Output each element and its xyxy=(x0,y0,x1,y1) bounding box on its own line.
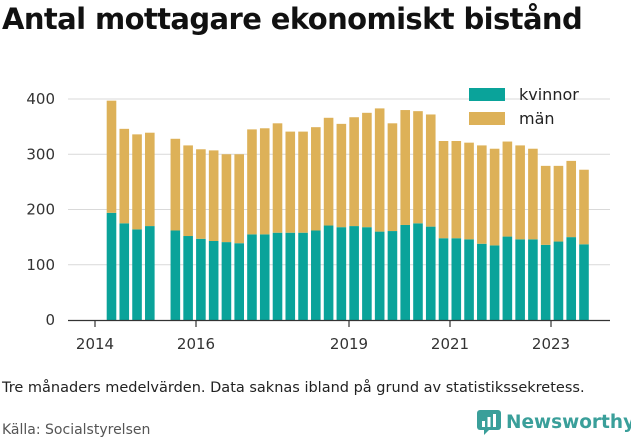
bar-man xyxy=(196,149,206,239)
bar-man xyxy=(489,148,500,246)
bar-man xyxy=(387,123,398,232)
bar-kvinnor xyxy=(387,231,398,320)
x-axis: 2014 2016 2019 2021 2023 xyxy=(68,319,610,353)
bar-kvinnor xyxy=(247,234,257,320)
bar-man xyxy=(477,145,487,244)
stacked-bar-chart: 0 100 200 300 400 2014 2016 2019 2021 2023 kvinn… xyxy=(26,85,610,353)
bar-kvinnor xyxy=(502,236,513,320)
bar-kvinnor xyxy=(119,223,130,320)
bar-man xyxy=(425,114,436,227)
bar-kvinnor xyxy=(285,232,296,320)
bar-man xyxy=(528,148,538,240)
bar-kvinnor xyxy=(336,227,347,320)
y-tick-label: 100 xyxy=(26,256,55,274)
bar-man xyxy=(323,117,334,226)
bar-man xyxy=(566,160,577,238)
legend: kvinnor män xyxy=(469,85,579,128)
bar-kvinnor xyxy=(132,229,142,320)
bar-kvinnor xyxy=(145,226,155,320)
bar-man xyxy=(145,132,155,227)
bar-kvinnor xyxy=(311,230,321,320)
bar-man xyxy=(374,108,385,232)
newsworthy-logo-icon xyxy=(477,410,501,435)
bar-kvinnor xyxy=(579,244,589,320)
bar-man xyxy=(400,110,411,225)
y-tick-label: 400 xyxy=(26,90,55,108)
bar-kvinnor xyxy=(234,243,244,320)
x-tick-label: 2023 xyxy=(532,335,570,353)
bar-kvinnor xyxy=(362,227,372,320)
bars xyxy=(106,100,589,320)
brand-logo[interactable]: Newsworthy xyxy=(476,407,631,437)
bar-man xyxy=(540,165,551,245)
bar-kvinnor xyxy=(477,243,487,320)
bar-man xyxy=(349,117,359,227)
bar-kvinnor xyxy=(528,239,538,320)
x-tick-label: 2014 xyxy=(76,335,114,353)
bar-man xyxy=(298,131,308,233)
bar-man xyxy=(413,111,423,224)
bar-kvinnor xyxy=(464,239,474,320)
chart-note: Tre månaders medelvärden. Data saknas ib… xyxy=(2,380,585,396)
bar-kvinnor xyxy=(566,237,577,320)
y-tick-label: 0 xyxy=(45,311,55,329)
x-tick-label: 2021 xyxy=(431,335,469,353)
bar-man xyxy=(311,127,321,231)
bar-kvinnor xyxy=(170,230,181,320)
brand-name: Newsworthy xyxy=(506,411,631,433)
legend-label: kvinnor xyxy=(519,85,579,104)
bar-man xyxy=(247,129,257,235)
y-axis: 0 100 200 300 400 xyxy=(26,90,55,329)
x-tick-label: 2019 xyxy=(330,335,368,353)
y-tick-label: 200 xyxy=(26,201,55,219)
chart-title: Antal mottagare ekonomiskt bistånd xyxy=(2,2,583,36)
bar-man xyxy=(362,112,372,228)
legend-swatch xyxy=(469,88,505,101)
bar-kvinnor xyxy=(259,234,270,320)
bar-man xyxy=(579,169,589,245)
bar-man xyxy=(502,141,513,237)
bar-kvinnor xyxy=(183,236,193,320)
bar-man xyxy=(106,100,117,213)
bar-man xyxy=(132,134,142,230)
legend-label: män xyxy=(519,109,555,128)
bar-kvinnor xyxy=(323,225,334,320)
bar-kvinnor xyxy=(400,224,411,320)
bar-man xyxy=(438,140,449,239)
legend-swatch xyxy=(469,112,505,125)
bar-kvinnor xyxy=(221,242,232,320)
bar-kvinnor xyxy=(413,223,423,320)
bar-kvinnor xyxy=(196,238,206,320)
bar-kvinnor xyxy=(553,241,564,320)
bar-man xyxy=(119,128,130,224)
bar-kvinnor xyxy=(515,239,525,320)
bar-kvinnor xyxy=(349,226,359,320)
bar-man xyxy=(208,150,219,241)
bar-kvinnor xyxy=(540,244,551,320)
x-tick-label: 2016 xyxy=(177,335,215,353)
bar-kvinnor xyxy=(374,231,385,320)
bar-man xyxy=(272,123,283,233)
bar-man xyxy=(553,165,564,242)
bar-kvinnor xyxy=(272,232,283,320)
y-tick-label: 300 xyxy=(26,145,55,163)
bar-kvinnor xyxy=(208,240,219,320)
bar-kvinnor xyxy=(489,245,500,320)
bar-kvinnor xyxy=(425,226,436,320)
bar-man xyxy=(336,123,347,228)
bar-man xyxy=(451,140,462,239)
bar-man xyxy=(464,142,474,240)
bar-man xyxy=(259,128,270,235)
bar-kvinnor xyxy=(438,238,449,320)
bar-man xyxy=(285,131,296,233)
source-label: Källa: Socialstyrelsen xyxy=(2,422,151,438)
bar-kvinnor xyxy=(451,238,462,320)
bar-kvinnor xyxy=(106,212,117,320)
bar-man xyxy=(515,145,525,240)
bar-kvinnor xyxy=(298,232,308,320)
bar-man xyxy=(183,145,193,237)
bar-man xyxy=(221,154,232,243)
bar-man xyxy=(234,154,244,244)
bar-man xyxy=(170,138,181,231)
